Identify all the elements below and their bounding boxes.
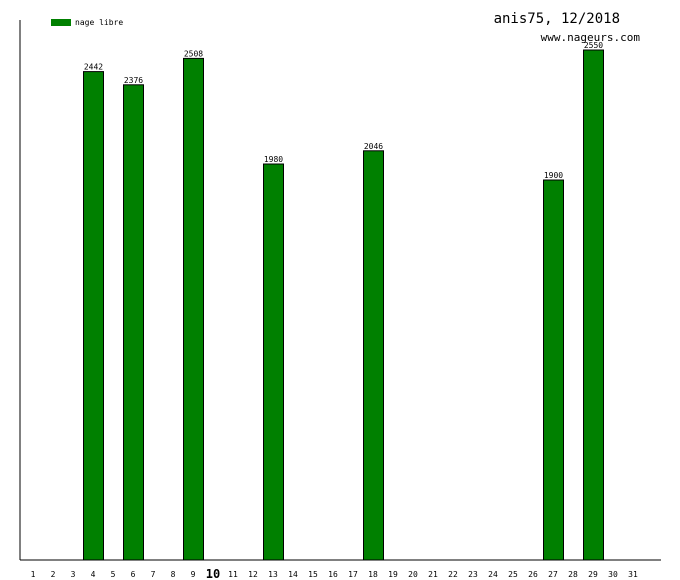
x-tick-label-14: 14 bbox=[288, 570, 298, 579]
bar-value-label-day-6: 2376 bbox=[124, 76, 143, 85]
bar-day-27 bbox=[543, 179, 564, 561]
x-tick-label-30: 30 bbox=[608, 570, 618, 579]
x-tick-labels: 1 2 3 4 5 6 7 8 9 10 11 12 13 14 15 16 17 18 19 20 21 22 23 24 2… bbox=[31, 567, 638, 580]
bar-day-9 bbox=[183, 57, 204, 561]
x-tick-label-23: 23 bbox=[468, 570, 478, 579]
x-tick-label-11: 11 bbox=[228, 570, 238, 579]
x-tick-label-4: 4 bbox=[91, 570, 96, 579]
x-tick-label-17: 17 bbox=[348, 570, 358, 579]
x-tick-label-18: 18 bbox=[368, 570, 378, 579]
x-tick-label-29: 29 bbox=[588, 570, 598, 579]
bar-day-29 bbox=[583, 49, 604, 561]
x-tick-label-26: 26 bbox=[528, 570, 538, 579]
bar-day-18 bbox=[363, 150, 384, 561]
x-tick-label-10: 10 bbox=[206, 567, 220, 580]
bar-value-label-day-4: 2442 bbox=[84, 63, 103, 72]
bar-value-label-day-27: 1900 bbox=[544, 171, 563, 180]
x-tick-label-3: 3 bbox=[71, 570, 76, 579]
bar-value-label-day-13: 1980 bbox=[264, 155, 283, 164]
x-tick-label-19: 19 bbox=[388, 570, 398, 579]
x-tick-label-12: 12 bbox=[248, 570, 258, 579]
bar-value-label-day-9: 2508 bbox=[184, 49, 203, 58]
x-tick-label-13: 13 bbox=[268, 570, 278, 579]
x-tick-label-1: 1 bbox=[31, 570, 36, 579]
bar-day-4 bbox=[83, 71, 104, 561]
x-tick-label-31: 31 bbox=[628, 570, 638, 579]
x-tick-label-21: 21 bbox=[428, 570, 438, 579]
bar-day-6 bbox=[123, 84, 144, 561]
x-tick-label-6: 6 bbox=[131, 570, 136, 579]
bar-labels: 2442 2376 2508 1980 2046 1900 2550 bbox=[84, 41, 603, 180]
x-tick-label-27: 27 bbox=[548, 570, 558, 579]
x-tick-label-28: 28 bbox=[568, 570, 578, 579]
bar-value-label-day-18: 2046 bbox=[364, 142, 383, 151]
bars bbox=[83, 49, 604, 561]
x-tick-label-8: 8 bbox=[171, 570, 176, 579]
chart-title: anis75, 12/2018 bbox=[494, 11, 620, 27]
x-tick-label-15: 15 bbox=[308, 570, 318, 579]
x-tick-label-25: 25 bbox=[508, 570, 518, 579]
chart-subtitle: www.nageurs.com bbox=[541, 31, 641, 44]
x-tick-label-5: 5 bbox=[111, 570, 116, 579]
x-tick-label-20: 20 bbox=[408, 570, 418, 579]
bar-value-label-day-29: 2550 bbox=[584, 41, 603, 50]
x-tick-label-16: 16 bbox=[328, 570, 338, 579]
bar-day-13 bbox=[263, 163, 284, 561]
x-tick-label-22: 22 bbox=[448, 570, 458, 579]
x-tick-label-2: 2 bbox=[51, 570, 56, 579]
legend-swatch bbox=[51, 19, 71, 26]
x-tick-label-24: 24 bbox=[488, 570, 498, 579]
legend: nage libre bbox=[51, 18, 123, 27]
x-tick-label-9: 9 bbox=[191, 570, 196, 579]
legend-label: nage libre bbox=[75, 18, 123, 27]
x-tick-label-7: 7 bbox=[151, 570, 156, 579]
